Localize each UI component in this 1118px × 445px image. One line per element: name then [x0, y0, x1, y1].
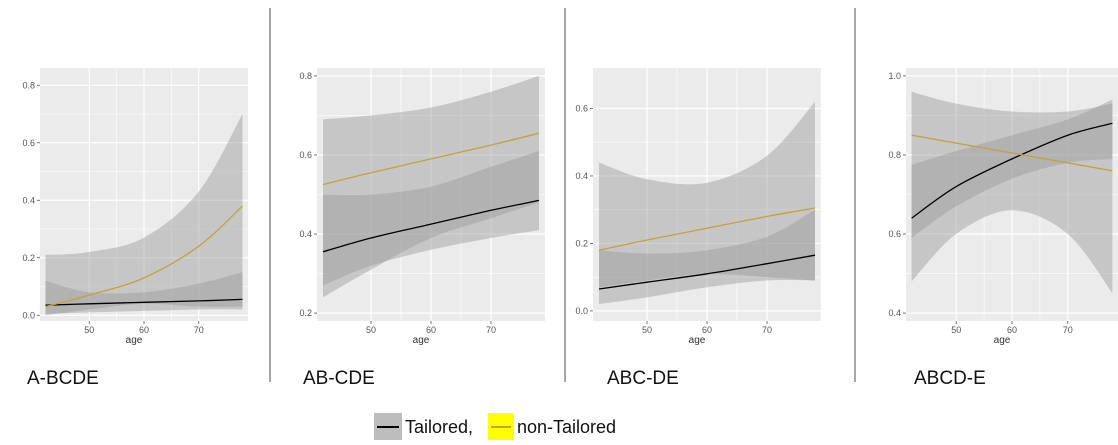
- fit-line-non-tailored: [45, 205, 243, 308]
- y-tick-label: 0.6: [888, 229, 901, 239]
- x-axis-label: age: [126, 335, 143, 346]
- legend-non-tailored-label: non-Tailored: [517, 417, 616, 437]
- x-tick-label: 60: [139, 325, 149, 335]
- x-tick-label: 50: [951, 325, 961, 335]
- x-tick-label: 50: [366, 325, 376, 335]
- y-tick-label: 0.2: [299, 308, 312, 318]
- y-tick-label: 0.4: [888, 308, 901, 318]
- x-tick-label: 60: [1007, 325, 1017, 335]
- panels: 50 60 70 0.0 0.2 0.4 0.6 0.8 age A-BCDE 50 60 70 0.2 0…: [22, 68, 1118, 389]
- legend-tailored-label: Tailored,: [405, 417, 473, 437]
- fit-line-non-tailored: [911, 134, 1113, 172]
- panel-a-bcde: 50 60 70 0.0 0.2 0.4 0.6 0.8 age A-BCDE: [22, 68, 248, 389]
- y-tick-label: 0.8: [299, 71, 312, 81]
- confidence-band-tailored: [323, 151, 539, 286]
- fit-line-tailored: [322, 199, 540, 253]
- confidence-band-non-tailored: [599, 101, 815, 288]
- legend: Tailored, non-Tailored: [374, 413, 616, 440]
- panel-label: AB-CDE: [303, 368, 375, 389]
- y-tick-label: 0.4: [575, 171, 588, 181]
- fit-line-tailored: [911, 122, 1113, 219]
- x-axis-label: age: [994, 335, 1011, 346]
- fit-line-non-tailored: [598, 207, 816, 251]
- fit-line-tailored: [45, 298, 243, 306]
- confidence-band-non-tailored: [323, 75, 539, 298]
- fit-line-non-tailored: [322, 132, 540, 186]
- panel-abc-de: 50 60 70 0.0 0.2 0.4 0.6 age ABC-DE: [575, 68, 821, 389]
- y-tick-label: 0.6: [575, 103, 588, 113]
- y-tick-label: 0.4: [22, 195, 35, 205]
- y-tick-label: 0.0: [22, 310, 35, 320]
- x-tick-label: 50: [84, 325, 94, 335]
- fit-line-tailored: [598, 254, 816, 290]
- y-tick-label: 0.2: [22, 253, 35, 263]
- x-tick-label: 70: [762, 325, 772, 335]
- y-tick-label: 0.2: [575, 238, 588, 248]
- x-tick-label: 70: [194, 325, 204, 335]
- panel-abcd-e: 50 60 70 0.4 0.6 0.8 1.0 age ABCD-E: [888, 68, 1118, 389]
- y-tick-label: 0.6: [299, 150, 312, 160]
- y-tick-label: 0.8: [22, 80, 35, 90]
- panel-ab-cde: 50 60 70 0.2 0.4 0.6 0.8 age AB-CDE: [299, 68, 545, 389]
- x-axis-label: age: [689, 335, 706, 346]
- panel-label: ABC-DE: [607, 368, 679, 389]
- x-axis-label: age: [413, 335, 430, 346]
- x-tick-label: 60: [426, 325, 436, 335]
- y-tick-label: 0.4: [299, 229, 312, 239]
- confidence-band-tailored: [911, 99, 1113, 238]
- confidence-band-non-tailored: [911, 91, 1113, 294]
- panel-label: A-BCDE: [27, 368, 99, 389]
- y-tick-label: 0.0: [575, 306, 588, 316]
- confidence-band-tailored: [599, 209, 815, 305]
- x-tick-label: 60: [702, 325, 712, 335]
- confidence-band-non-tailored: [45, 114, 243, 316]
- x-tick-label: 50: [642, 325, 652, 335]
- panel-label: ABCD-E: [914, 368, 986, 389]
- y-tick-label: 1.0: [888, 71, 901, 81]
- x-tick-label: 70: [1063, 325, 1073, 335]
- x-tick-label: 70: [486, 325, 496, 335]
- y-tick-label: 0.8: [888, 150, 901, 160]
- y-tick-label: 0.6: [22, 138, 35, 148]
